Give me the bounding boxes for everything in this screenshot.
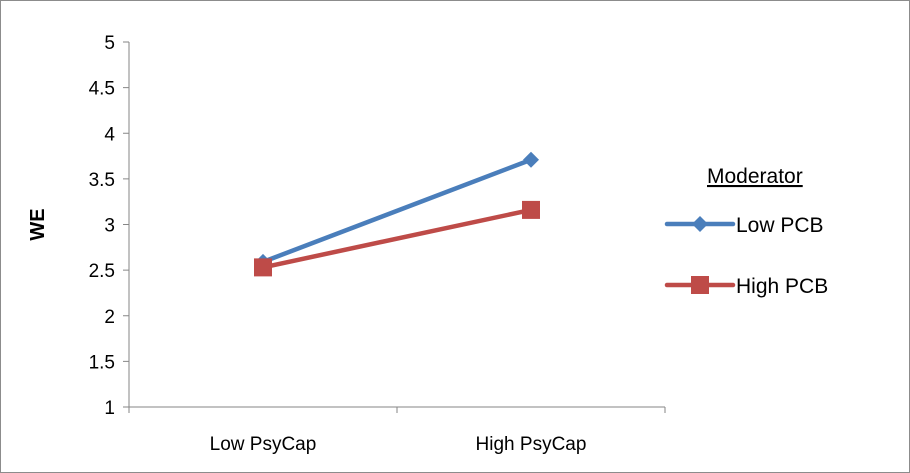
x-tick-label: High PsyCap	[476, 434, 587, 455]
y-tick-label: 1.5	[89, 352, 115, 373]
y-tick-label: 3	[104, 216, 115, 237]
x-tick-label: Low PsyCap	[210, 434, 317, 455]
series-line-2	[260, 207, 534, 270]
x-axis-ticks: Low PsyCap High PsyCap	[128, 407, 666, 455]
y-tick-label: 2	[104, 307, 115, 328]
y-tick-label: 4.5	[89, 79, 115, 100]
legend-marker-1	[692, 216, 708, 232]
y-tick-label: 2.5	[89, 261, 115, 282]
data-point-series-2	[522, 200, 540, 219]
series-line-1	[260, 157, 534, 265]
legend-marker-2	[691, 276, 709, 294]
legend-label-2: High PCB	[736, 275, 828, 298]
y-tick-label: 1	[104, 398, 115, 419]
axes	[128, 42, 665, 408]
data-point-series-2	[254, 258, 272, 277]
legend-title: Moderator	[707, 165, 803, 188]
legend-label-1: Low PCB	[736, 214, 824, 237]
y-tick-label: 5	[104, 33, 115, 54]
series-layer	[254, 151, 540, 277]
y-tick-label: 3.5	[89, 170, 115, 191]
data-point-series-1	[523, 151, 539, 168]
y-tick-label: 4	[104, 124, 115, 145]
y-axis-label: WE	[27, 208, 49, 240]
y-axis-ticks: 1 1.5 2 2.5 3 3.5 4 4.5 5	[89, 33, 129, 419]
legend: Moderator Low PCB High PCB	[664, 165, 828, 298]
